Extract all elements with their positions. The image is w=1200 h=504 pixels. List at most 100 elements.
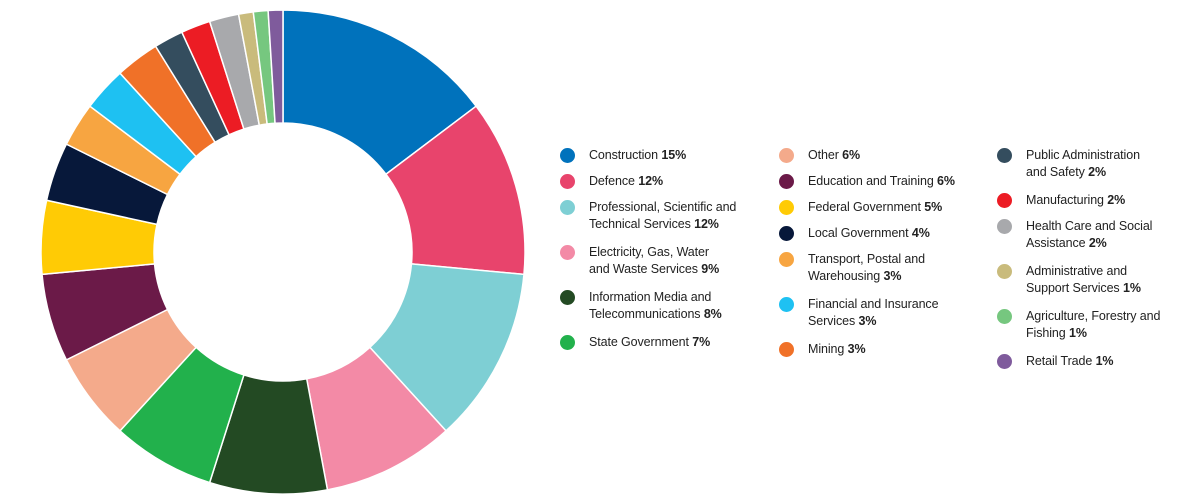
legend-value: 2% bbox=[1088, 236, 1107, 250]
legend-item: Professional, Scientific and Technical Se… bbox=[560, 199, 736, 233]
legend-label: State Government 7% bbox=[589, 334, 710, 351]
legend-value: 2% bbox=[1088, 165, 1107, 179]
legend-label: Education and Training 6% bbox=[808, 173, 955, 190]
legend-label-line: Technical Services bbox=[589, 217, 691, 231]
legend-label-line: and Waste Services bbox=[589, 262, 698, 276]
legend-label-line: Telecommunications bbox=[589, 307, 701, 321]
legend-label: Health Care and Social Assistance 2% bbox=[1026, 218, 1152, 252]
legend-swatch bbox=[560, 245, 575, 260]
legend-item: Retail Trade 1% bbox=[997, 353, 1114, 370]
legend-label-line: Agriculture, Forestry and bbox=[1026, 309, 1161, 323]
legend-label-line: Education and Training bbox=[808, 174, 934, 188]
donut-slice-construction bbox=[282, 9, 477, 176]
legend-item: Local Government 4% bbox=[779, 225, 930, 242]
legend-label: Public Administration and Safety 2% bbox=[1026, 147, 1140, 181]
legend-swatch bbox=[560, 174, 575, 189]
legend-value: 12% bbox=[694, 217, 719, 231]
legend-label-line: Local Government bbox=[808, 226, 909, 240]
legend-label: Electricity, Gas, Water and Waste Service… bbox=[589, 244, 719, 278]
legend-swatch bbox=[560, 200, 575, 215]
legend-item: Mining 3% bbox=[779, 341, 866, 358]
legend-value: 3% bbox=[847, 342, 866, 356]
legend-value: 5% bbox=[924, 200, 943, 214]
legend-swatch bbox=[560, 335, 575, 350]
legend-label: Mining 3% bbox=[808, 341, 866, 358]
legend-item: Construction 15% bbox=[560, 147, 686, 164]
legend-label-line: Retail Trade bbox=[1026, 354, 1093, 368]
legend-swatch bbox=[997, 193, 1012, 208]
legend-swatch bbox=[779, 200, 794, 215]
legend-item: Defence 12% bbox=[560, 173, 663, 190]
legend-label: Construction 15% bbox=[589, 147, 686, 164]
legend-label-line: Federal Government bbox=[808, 200, 921, 214]
legend-label: Transport, Postal and Warehousing 3% bbox=[808, 251, 925, 285]
legend-label: Administrative and Support Services 1% bbox=[1026, 263, 1141, 297]
legend-item: Administrative and Support Services 1% bbox=[997, 263, 1141, 297]
legend-value: 6% bbox=[937, 174, 955, 188]
legend-item: Education and Training 6% bbox=[779, 173, 955, 190]
legend-label-line: Information Media and bbox=[589, 290, 712, 304]
legend-label: Manufacturing 2% bbox=[1026, 192, 1125, 209]
legend-label-line: Transport, Postal and bbox=[808, 252, 925, 266]
legend-swatch bbox=[997, 219, 1012, 234]
legend-value: 8% bbox=[703, 307, 722, 321]
legend-value: 6% bbox=[842, 148, 861, 162]
legend-label: Financial and Insurance Services 3% bbox=[808, 296, 939, 330]
legend-item: Public Administration and Safety 2% bbox=[997, 147, 1140, 181]
legend-label-line: Health Care and Social bbox=[1026, 219, 1153, 233]
legend-swatch bbox=[779, 342, 794, 357]
legend-label: Defence 12% bbox=[589, 173, 663, 190]
legend-value: 9% bbox=[701, 262, 720, 276]
legend-label-line: Financial and Insurance bbox=[808, 297, 939, 311]
legend-swatch bbox=[997, 354, 1012, 369]
legend-item: Manufacturing 2% bbox=[997, 192, 1125, 209]
legend-label-line: Warehousing bbox=[808, 269, 881, 283]
legend-item: Agriculture, Forestry and Fishing 1% bbox=[997, 308, 1160, 342]
legend-item: Federal Government 5% bbox=[779, 199, 942, 216]
legend-item: Financial and Insurance Services 3% bbox=[779, 296, 939, 330]
legend-value: 2% bbox=[1107, 193, 1126, 207]
legend-label-line: State Government bbox=[589, 335, 689, 349]
legend-item: State Government 7% bbox=[560, 334, 710, 351]
legend-value: 1% bbox=[1095, 354, 1114, 368]
legend-label-line: Professional, Scientific and bbox=[589, 200, 737, 214]
legend-label: Retail Trade 1% bbox=[1026, 353, 1114, 370]
legend-swatch bbox=[560, 148, 575, 163]
legend-swatch bbox=[560, 290, 575, 305]
legend-label-line: Manufacturing bbox=[1026, 193, 1104, 207]
legend-swatch bbox=[779, 174, 794, 189]
legend-value: 1% bbox=[1122, 281, 1141, 295]
legend-label-line: Administrative and bbox=[1026, 264, 1128, 278]
legend-item: Transport, Postal and Warehousing 3% bbox=[779, 251, 925, 285]
legend-label-line: and Safety bbox=[1026, 165, 1085, 179]
legend-label-line: Assistance bbox=[1026, 236, 1086, 250]
legend-swatch bbox=[779, 252, 794, 267]
donut-chart bbox=[40, 9, 526, 495]
legend-label: Professional, Scientific and Technical Se… bbox=[589, 199, 736, 233]
legend-label-line: Public Administration bbox=[1026, 148, 1140, 162]
legend-value: 3% bbox=[883, 269, 902, 283]
legend-value: 15% bbox=[661, 148, 687, 162]
legend-value: 7% bbox=[692, 335, 711, 349]
legend-label: Information Media and Telecommunications … bbox=[589, 289, 722, 323]
legend-label-line: Electricity, Gas, Water bbox=[589, 245, 709, 259]
donut-slice-retail-trade bbox=[267, 9, 284, 124]
chart-legend: Construction 15% Defence 12% Professional,… bbox=[560, 147, 1200, 377]
legend-item: Health Care and Social Assistance 2% bbox=[997, 218, 1152, 252]
legend-label-line: Services bbox=[808, 314, 856, 328]
legend-swatch bbox=[997, 264, 1012, 279]
legend-swatch bbox=[779, 226, 794, 241]
legend-swatch bbox=[997, 148, 1012, 163]
legend-item: Electricity, Gas, Water and Waste Service… bbox=[560, 244, 719, 278]
legend-value: 1% bbox=[1068, 326, 1087, 340]
legend-swatch bbox=[997, 309, 1012, 324]
legend-label-line: Other bbox=[808, 148, 839, 162]
legend-label-line: Defence bbox=[589, 174, 635, 188]
legend-swatch bbox=[779, 148, 794, 163]
legend-label: Agriculture, Forestry and Fishing 1% bbox=[1026, 308, 1160, 342]
legend-label-line: Fishing bbox=[1026, 326, 1066, 340]
legend-value: 12% bbox=[638, 174, 663, 188]
legend-label: Local Government 4% bbox=[808, 225, 930, 242]
legend-label-line: Support Services bbox=[1026, 281, 1120, 295]
legend-item: Other 6% bbox=[779, 147, 860, 164]
